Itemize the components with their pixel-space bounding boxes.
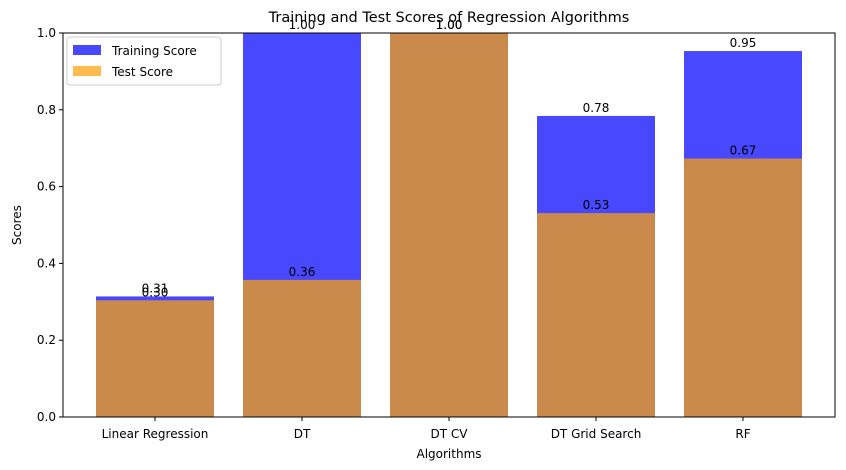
y-tick-label: 1.0 [37,26,56,40]
legend: Training Score Test Score [66,36,222,86]
x-tick-label: RF [735,427,750,441]
x-axis: Linear Regression DT DT CV DT Grid Search RF [102,417,751,441]
chart-title: Training and Test Scores of Regression A… [268,10,630,26]
legend-swatch-test [73,66,101,76]
bar-labels-layer: 0.310.301.000.361.001.000.780.530.950.67 [142,18,757,299]
test-bar [243,279,361,417]
test-value-label: 0.67 [730,144,757,158]
test-bar [390,33,508,417]
y-tick-label: 0.6 [37,180,56,194]
x-tick-label: DT [294,427,311,441]
training-value-label: 0.95 [730,36,757,50]
test-value-label: 0.53 [583,198,610,212]
training-value-label: 1.00 [436,18,463,32]
training-value-label: 0.31 [142,281,169,295]
legend-label-training: Training Score [111,44,197,58]
bars-layer [96,33,802,417]
test-bar [537,213,655,417]
x-tick-label: DT CV [431,427,469,441]
x-axis-label: Algorithms [416,447,481,461]
test-value-label: 0.30 [142,285,169,299]
test-value-label: 1.00 [436,18,463,32]
test-bar [96,300,214,417]
x-tick-label: Linear Regression [102,427,209,441]
legend-frame [66,36,222,86]
y-axis-label: Scores [10,205,24,245]
training-value-label: 1.00 [289,18,316,32]
y-tick-label: 0.0 [37,410,56,424]
y-axis: 0.0 0.2 0.4 0.6 0.8 1.0 [37,26,63,424]
test-bar [684,158,802,417]
y-tick-label: 0.2 [37,333,56,347]
legend-swatch-training [73,45,101,55]
y-tick-label: 0.8 [37,103,56,117]
x-tick-label: DT Grid Search [551,427,642,441]
training-value-label: 0.78 [583,101,610,115]
test-value-label: 0.36 [289,265,316,279]
legend-label-test: Test Score [111,65,173,79]
y-tick-label: 0.4 [37,256,56,270]
